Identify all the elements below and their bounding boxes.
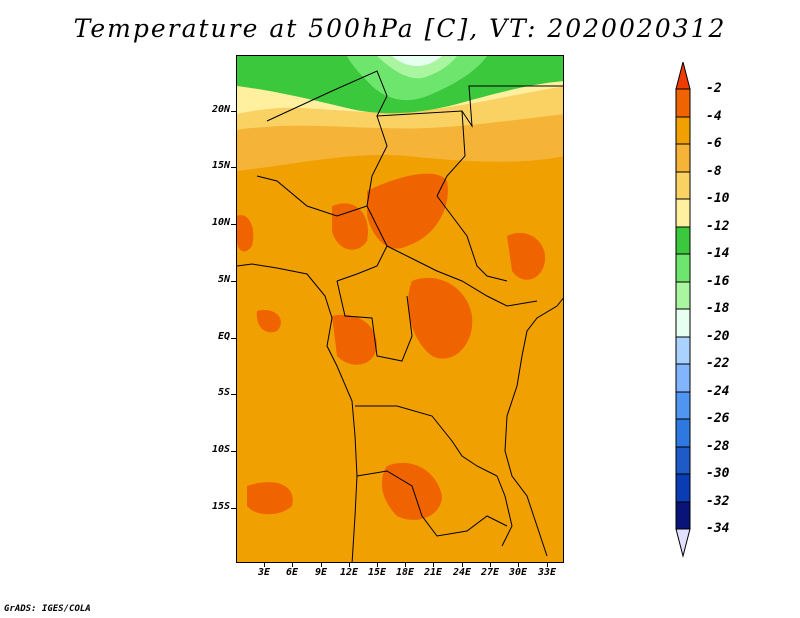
colorbar-swatch — [676, 337, 690, 364]
chart-title: Temperature at 500hPa [C], VT: 202002031… — [0, 14, 800, 43]
warm-patch-8 — [247, 482, 293, 514]
colorbar-swatch — [676, 199, 690, 227]
colorbar-swatch — [676, 144, 690, 172]
colorbar-label: -2 — [706, 81, 722, 96]
colorbar-swatch — [676, 117, 690, 144]
colorbar-swatch — [676, 282, 690, 309]
colorbar-swatch — [676, 447, 690, 474]
colorbar-swatch — [676, 419, 690, 447]
lon-tick-label: 12E — [334, 567, 364, 578]
colorbar-swatch — [676, 89, 690, 117]
warm-patch-3 — [408, 278, 472, 359]
warm-patch-2 — [332, 203, 368, 249]
colorbar-swatch — [676, 172, 690, 199]
lon-tick-label: 33E — [532, 567, 562, 578]
colorbar-label: -34 — [706, 521, 729, 536]
lon-tick-label: 6E — [277, 567, 307, 578]
lon-tick-label: 27E — [475, 567, 505, 578]
lat-tick-label: 5N — [190, 274, 230, 285]
map-canvas — [237, 56, 564, 563]
lat-tick — [231, 451, 236, 452]
warm-patch-9 — [237, 215, 253, 251]
lat-tick-label: 10N — [190, 217, 230, 228]
lon-tick-label: 15E — [362, 567, 392, 578]
lon-tick-label: 21E — [418, 567, 448, 578]
border-4 — [437, 196, 507, 281]
colorbar-swatch — [676, 227, 690, 254]
coastline-west — [237, 264, 357, 563]
warm-patch-6 — [257, 310, 281, 332]
border-8 — [355, 406, 497, 476]
lon-tick-label: 30E — [503, 567, 533, 578]
colorbar-label: -32 — [706, 494, 729, 509]
lat-tick — [231, 338, 236, 339]
colorbar-label: -24 — [706, 384, 729, 399]
lat-tick — [231, 394, 236, 395]
colorbar-label: -20 — [706, 329, 729, 344]
colorbar-svg — [675, 62, 691, 560]
lat-tick-label: 20N — [190, 104, 230, 115]
colorbar-swatch — [676, 364, 690, 392]
lat-tick-label: 15S — [190, 501, 230, 512]
colorbar-swatch — [676, 254, 690, 282]
colorbar-label: -6 — [706, 136, 722, 151]
map-plot-area — [236, 55, 564, 563]
colorbar-label: -14 — [706, 246, 729, 261]
lat-tick — [231, 281, 236, 282]
warm-patch-4 — [332, 315, 377, 365]
border-10 — [497, 476, 512, 546]
lat-tick — [231, 111, 236, 112]
lon-tick-label: 9E — [306, 567, 336, 578]
lon-tick-label: 18E — [390, 567, 420, 578]
colorbar-label: -12 — [706, 219, 729, 234]
colorbar-label: -30 — [706, 466, 729, 481]
colorbar-label: -16 — [706, 274, 729, 289]
lat-tick-label: 5S — [190, 387, 230, 398]
colorbar-swatch — [676, 309, 690, 337]
colorbar-label: -28 — [706, 439, 729, 454]
grads-credit: GrADS: IGES/COLA — [4, 604, 91, 614]
lat-tick-label: 15N — [190, 160, 230, 171]
colorbar-label: -26 — [706, 411, 729, 426]
warm-patch-5 — [507, 233, 545, 280]
lon-tick-label: 3E — [249, 567, 279, 578]
colorbar-label: -22 — [706, 356, 729, 371]
colorbar-top-arrow — [676, 62, 690, 89]
colorbar-label: -4 — [706, 109, 722, 124]
colorbar-bottom-arrow — [676, 529, 690, 556]
colorbar-label: -18 — [706, 301, 729, 316]
warm-patch-1 — [367, 174, 448, 249]
lat-tick — [231, 224, 236, 225]
lat-tick-label: EQ — [190, 331, 230, 342]
colorbar-swatch — [676, 474, 690, 502]
colorbar-label: -10 — [706, 191, 729, 206]
colorbar-swatch — [676, 392, 690, 419]
warm-patch-7 — [382, 463, 442, 520]
lat-tick-label: 10S — [190, 444, 230, 455]
coastline-east — [505, 296, 564, 556]
colorbar-swatch — [676, 502, 690, 529]
colorbar-label: -8 — [706, 164, 722, 179]
lat-tick — [231, 167, 236, 168]
lon-tick-label: 24E — [447, 567, 477, 578]
lat-tick — [231, 508, 236, 509]
